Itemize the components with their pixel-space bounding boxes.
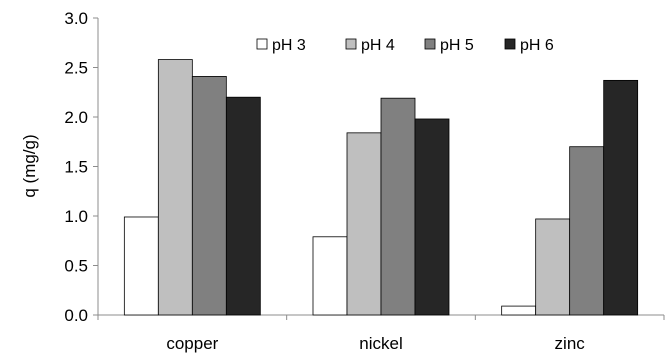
y-axis-title: q (mg/g) bbox=[20, 134, 39, 197]
bar bbox=[346, 132, 382, 316]
legend: pH 3 pH 4 pH 5 pH 6 bbox=[256, 37, 554, 54]
bar bbox=[414, 118, 450, 316]
legend-label: pH 6 bbox=[520, 37, 554, 54]
y-tick-label: 2.0 bbox=[64, 108, 88, 127]
y-tick-label: 0.0 bbox=[64, 306, 88, 325]
bar bbox=[501, 305, 537, 316]
y-tick-label: 1.5 bbox=[64, 158, 88, 177]
bar bbox=[191, 76, 227, 316]
legend-swatch bbox=[424, 38, 436, 50]
legend-label: pH 4 bbox=[361, 37, 395, 54]
category-label: nickel bbox=[359, 334, 402, 353]
legend-label: pH 3 bbox=[272, 37, 306, 54]
y-tick-label: 2.5 bbox=[64, 59, 88, 78]
x-axis: copper nickel zinc bbox=[97, 314, 665, 353]
y-tick-label: 3.0 bbox=[64, 9, 88, 28]
bar bbox=[225, 96, 261, 316]
bar bbox=[380, 97, 416, 316]
bar bbox=[157, 59, 193, 316]
legend-swatch bbox=[504, 38, 516, 50]
category-label: zinc bbox=[555, 334, 586, 353]
bar bbox=[312, 236, 348, 316]
bar bbox=[535, 218, 571, 316]
legend-label: pH 5 bbox=[440, 37, 474, 54]
bar bbox=[603, 79, 639, 316]
y-axis: 0.0 0.5 1.0 1.5 2.0 2.5 3.0 bbox=[64, 9, 99, 325]
bar-group bbox=[123, 59, 639, 316]
legend-swatch bbox=[345, 38, 357, 50]
bar bbox=[569, 146, 605, 316]
legend-swatch bbox=[256, 38, 268, 50]
category-label: copper bbox=[166, 334, 218, 353]
y-tick-label: 1.0 bbox=[64, 207, 88, 226]
y-tick-label: 0.5 bbox=[64, 257, 88, 276]
bar bbox=[123, 216, 159, 316]
